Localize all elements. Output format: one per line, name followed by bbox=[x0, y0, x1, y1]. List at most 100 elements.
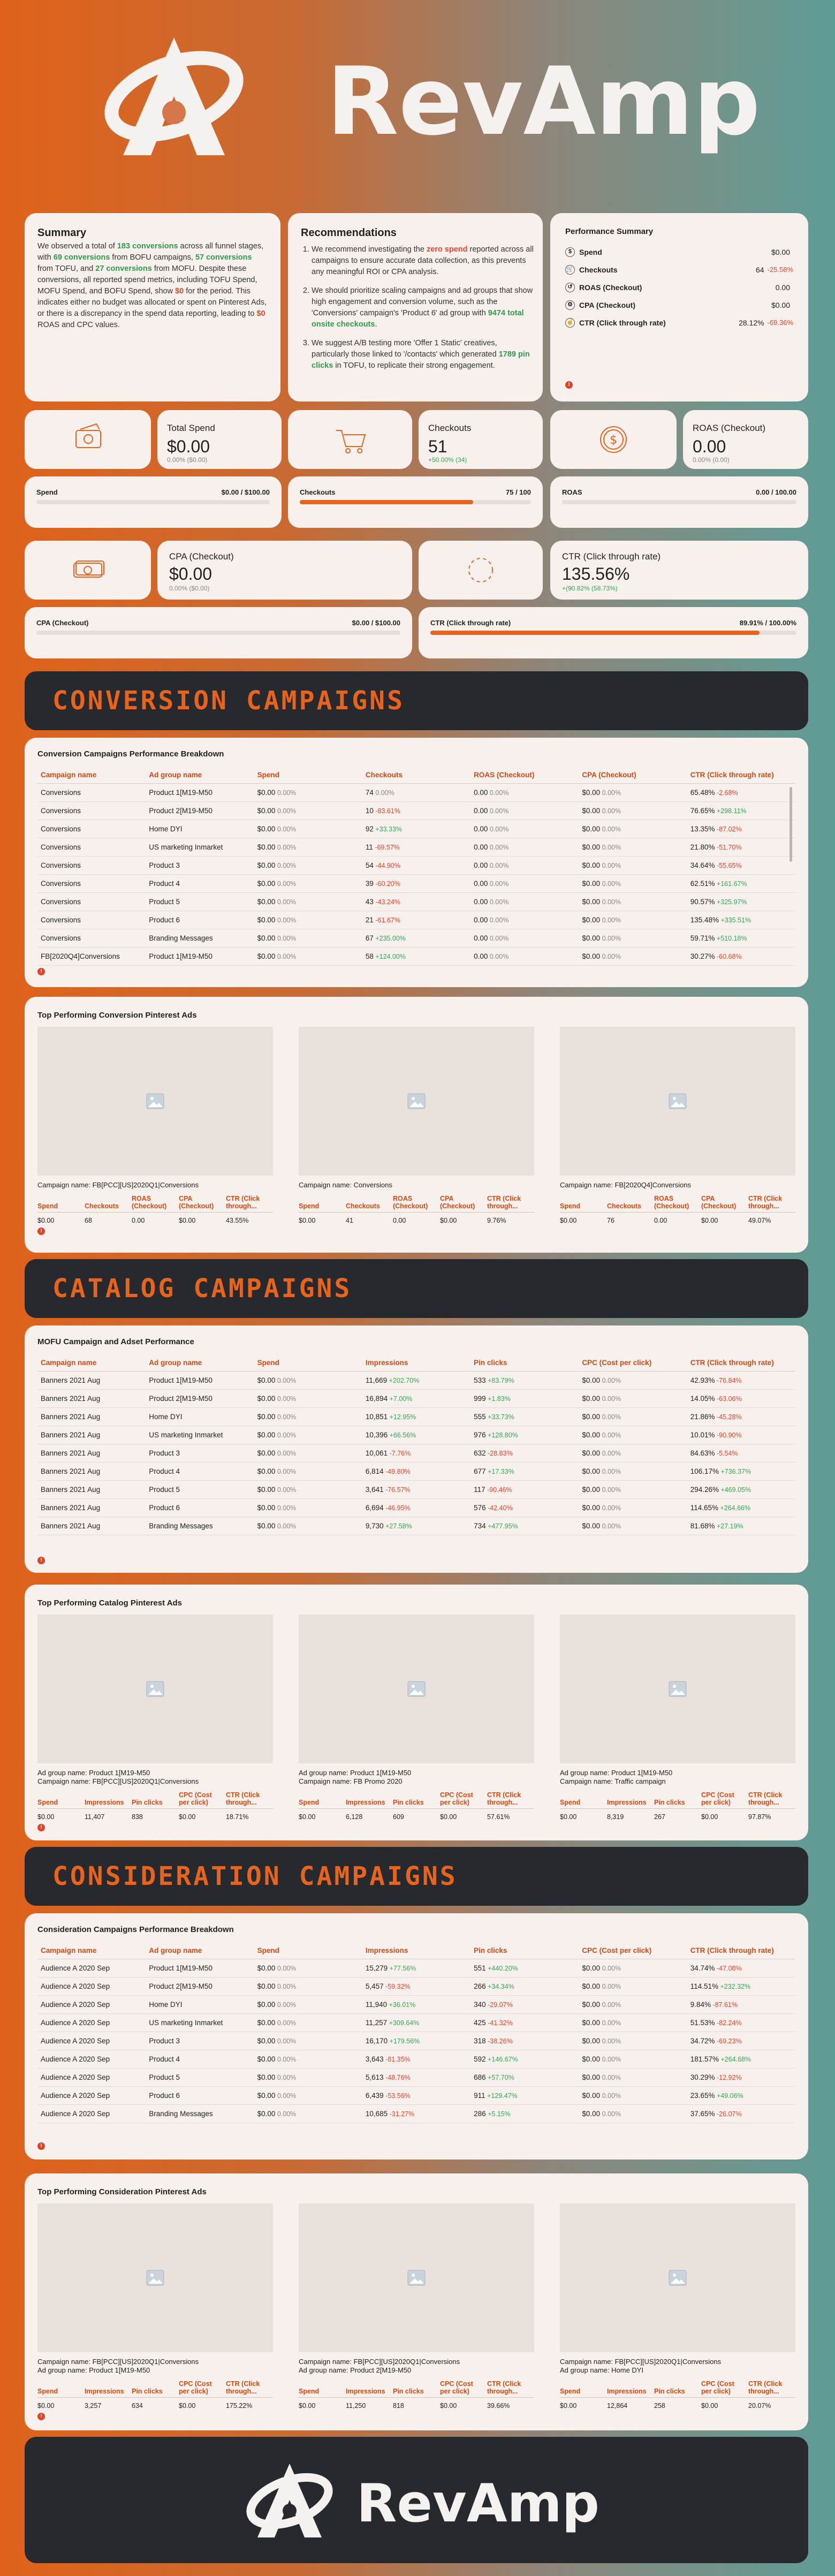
table-cell: $0.00 0.00% bbox=[254, 2104, 362, 2123]
refresh-icon bbox=[468, 558, 493, 582]
ad-meta: Campaign name: FB[PCC][US]2020Q1|Convers… bbox=[560, 2358, 795, 2375]
metric-header: CTR (Click through... bbox=[748, 1787, 795, 1809]
perf-icon: ☝ bbox=[565, 317, 575, 328]
table-cell: Banners 2021 Aug bbox=[37, 1389, 146, 1408]
column-header[interactable]: Spend bbox=[254, 1942, 362, 1959]
column-header[interactable]: CTR (Click through rate) bbox=[687, 1354, 795, 1372]
column-header[interactable]: Campaign name bbox=[37, 1354, 146, 1372]
text-segment: across all funnel stages, with bbox=[37, 242, 264, 262]
kpi-label: CTR (Click through rate) bbox=[562, 551, 661, 562]
scrollbar[interactable] bbox=[790, 787, 792, 862]
spend-progress-card: Spend $0.00 / $100.00 bbox=[25, 476, 282, 528]
table-row: Audience A 2020 Sep Product 5 $0.00 0.00% 5… bbox=[37, 2068, 795, 2087]
column-header[interactable]: CPA (Checkout) bbox=[579, 767, 687, 784]
table-cell: $0.00 0.00% bbox=[254, 1959, 362, 1978]
table-cell: Audience A 2020 Sep bbox=[37, 2032, 146, 2050]
table-cell: 117 -90.46% bbox=[470, 1480, 579, 1499]
table-cell: $0.00 0.00% bbox=[254, 1480, 362, 1499]
table-row: Audience A 2020 Sep Product 3 $0.00 0.00% 1… bbox=[37, 2032, 795, 2050]
checkouts-icon-tile bbox=[288, 410, 412, 469]
table-cell: 592 +146.67% bbox=[470, 2050, 579, 2069]
table-cell: $0.00 0.00% bbox=[579, 1371, 687, 1390]
ad-image-placeholder[interactable] bbox=[37, 2203, 273, 2352]
column-header[interactable]: Impressions bbox=[362, 1354, 471, 1372]
ad-card[interactable]: Campaign name: FB[PCC][US]2020Q1|Convers… bbox=[560, 2203, 795, 2410]
table-cell: 67 +235.00% bbox=[362, 929, 471, 948]
ad-card[interactable]: Ad group name: Product 1[M19-M50 Campaign… bbox=[37, 1615, 273, 1831]
column-header[interactable]: Campaign name bbox=[37, 1942, 146, 1959]
ad-image-placeholder[interactable] bbox=[37, 1615, 273, 1763]
ad-image-placeholder[interactable] bbox=[299, 1027, 534, 1176]
column-header[interactable]: CPC (Cost per click) bbox=[579, 1942, 687, 1959]
ad-image-placeholder[interactable] bbox=[299, 2203, 534, 2352]
column-header[interactable]: Spend bbox=[254, 767, 362, 784]
ad-meta-line: Campaign name: FB[PCC][US]2020Q1|Convers… bbox=[299, 2358, 460, 2366]
table-cell: Product 1[M19-M50 bbox=[146, 1959, 254, 1978]
column-header[interactable]: Campaign name bbox=[37, 767, 146, 784]
table-cell: 62.51% +161.67% bbox=[687, 874, 795, 893]
perf-row: ⚙ CPA (Checkout) $0.00 bbox=[565, 296, 793, 314]
table-cell: $0.00 0.00% bbox=[254, 1995, 362, 2014]
ad-image-placeholder[interactable] bbox=[560, 2203, 795, 2352]
cart-icon bbox=[336, 430, 366, 453]
info-icon[interactable]: ! bbox=[37, 968, 45, 975]
metric-value: 39.66% bbox=[487, 2402, 510, 2410]
table-row: Conversions Product 5 $0.00 0.00% 43 -43.24… bbox=[37, 892, 795, 911]
ad-card[interactable]: Campaign name: FB[PCC][US]2020Q1|Convers… bbox=[37, 1027, 273, 1235]
table-cell: Product 2[M19-M50 bbox=[146, 1389, 254, 1408]
table-cell: Conversions bbox=[37, 820, 146, 838]
ad-card[interactable]: Campaign name: Conversions Spend Checkouts… bbox=[299, 1027, 534, 1224]
column-header[interactable]: Impressions bbox=[362, 1942, 471, 1959]
ad-image-placeholder[interactable] bbox=[560, 1615, 795, 1763]
column-header[interactable]: Ad group name bbox=[146, 1942, 254, 1959]
table-cell: 0.00 0.00% bbox=[470, 820, 579, 838]
table-cell: $0.00 0.00% bbox=[579, 2013, 687, 2032]
column-header[interactable]: Checkouts bbox=[362, 767, 471, 784]
column-header[interactable]: Pin clicks bbox=[470, 1354, 579, 1372]
column-header[interactable]: CTR (Click through rate) bbox=[687, 1942, 795, 1959]
ad-card[interactable]: Campaign name: FB[PCC][US]2020Q1|Convers… bbox=[299, 2203, 534, 2410]
metric-header: Impressions bbox=[346, 1787, 393, 1809]
ad-card[interactable]: Ad group name: Product 1[M19-M50 Campaign… bbox=[299, 1615, 534, 1821]
section-title: CONVERSION CAMPAIGNS bbox=[52, 686, 405, 716]
table-cell: US marketing Inmarket bbox=[146, 2013, 254, 2032]
ad-card[interactable]: Campaign name: FB[2020Q4]Conversions Spen… bbox=[560, 1027, 795, 1224]
table-cell: 11,257 +309.64% bbox=[362, 2013, 471, 2032]
conversion-ads-card: Top Performing Conversion Pinterest Ads … bbox=[25, 997, 808, 1253]
column-header[interactable]: CTR (Click through rate) bbox=[687, 767, 795, 784]
info-icon[interactable]: ! bbox=[37, 1824, 45, 1831]
dollar-coin-icon: $ bbox=[600, 426, 627, 453]
metric-header: CPC (Cost per click) bbox=[440, 2376, 487, 2398]
ad-image-placeholder[interactable] bbox=[299, 1615, 534, 1763]
table-cell: Banners 2021 Aug bbox=[37, 1426, 146, 1444]
ad-image-placeholder[interactable] bbox=[37, 1027, 273, 1176]
table-cell: 9,730 +27.58% bbox=[362, 1517, 471, 1535]
column-header[interactable]: ROAS (Checkout) bbox=[470, 767, 579, 784]
table-row: Banners 2021 Aug Product 2[M19-M50 $0.00 0… bbox=[37, 1389, 795, 1408]
table-cell: 911 +129.47% bbox=[470, 2086, 579, 2105]
column-header[interactable]: Ad group name bbox=[146, 767, 254, 784]
info-icon[interactable]: ! bbox=[37, 2142, 45, 2150]
table-row: Audience A 2020 Sep Home DYI $0.00 0.00% 11… bbox=[37, 1995, 795, 2014]
column-header[interactable]: CPC (Cost per click) bbox=[579, 1354, 687, 1372]
perf-icon: 🛒 bbox=[565, 264, 575, 275]
info-icon[interactable]: ! bbox=[37, 2413, 45, 2420]
metric-value: $0.00 bbox=[440, 1813, 457, 1821]
ad-meta-line: Campaign name: FB[PCC][US]2020Q1|Convers… bbox=[37, 1181, 199, 1189]
table-cell: $0.00 0.00% bbox=[579, 2050, 687, 2069]
ad-card[interactable]: Ad group name: Product 1[M19-M50 Campaign… bbox=[560, 1615, 795, 1821]
metric-value: 20.07% bbox=[748, 2402, 771, 2410]
table-row: Audience A 2020 Sep Branding Messages $0.0… bbox=[37, 2104, 795, 2123]
column-header[interactable]: Ad group name bbox=[146, 1354, 254, 1372]
text-segment: ROAS and CPC values. bbox=[37, 321, 120, 329]
ad-image-placeholder[interactable] bbox=[560, 1027, 795, 1176]
ad-meta-line: Campaign name: Traffic campaign bbox=[560, 1777, 666, 1785]
info-icon[interactable]: ! bbox=[37, 1557, 45, 1564]
table-cell: 318 -38.26% bbox=[470, 2032, 579, 2050]
column-header[interactable]: Pin clicks bbox=[470, 1942, 579, 1959]
ad-card[interactable]: Campaign name: FB[PCC][US]2020Q1|Convers… bbox=[37, 2203, 273, 2420]
table-cell: $0.00 0.00% bbox=[254, 838, 362, 857]
info-icon[interactable]: ! bbox=[37, 1228, 45, 1235]
column-header[interactable]: Spend bbox=[254, 1354, 362, 1372]
info-icon[interactable]: ! bbox=[565, 381, 573, 389]
